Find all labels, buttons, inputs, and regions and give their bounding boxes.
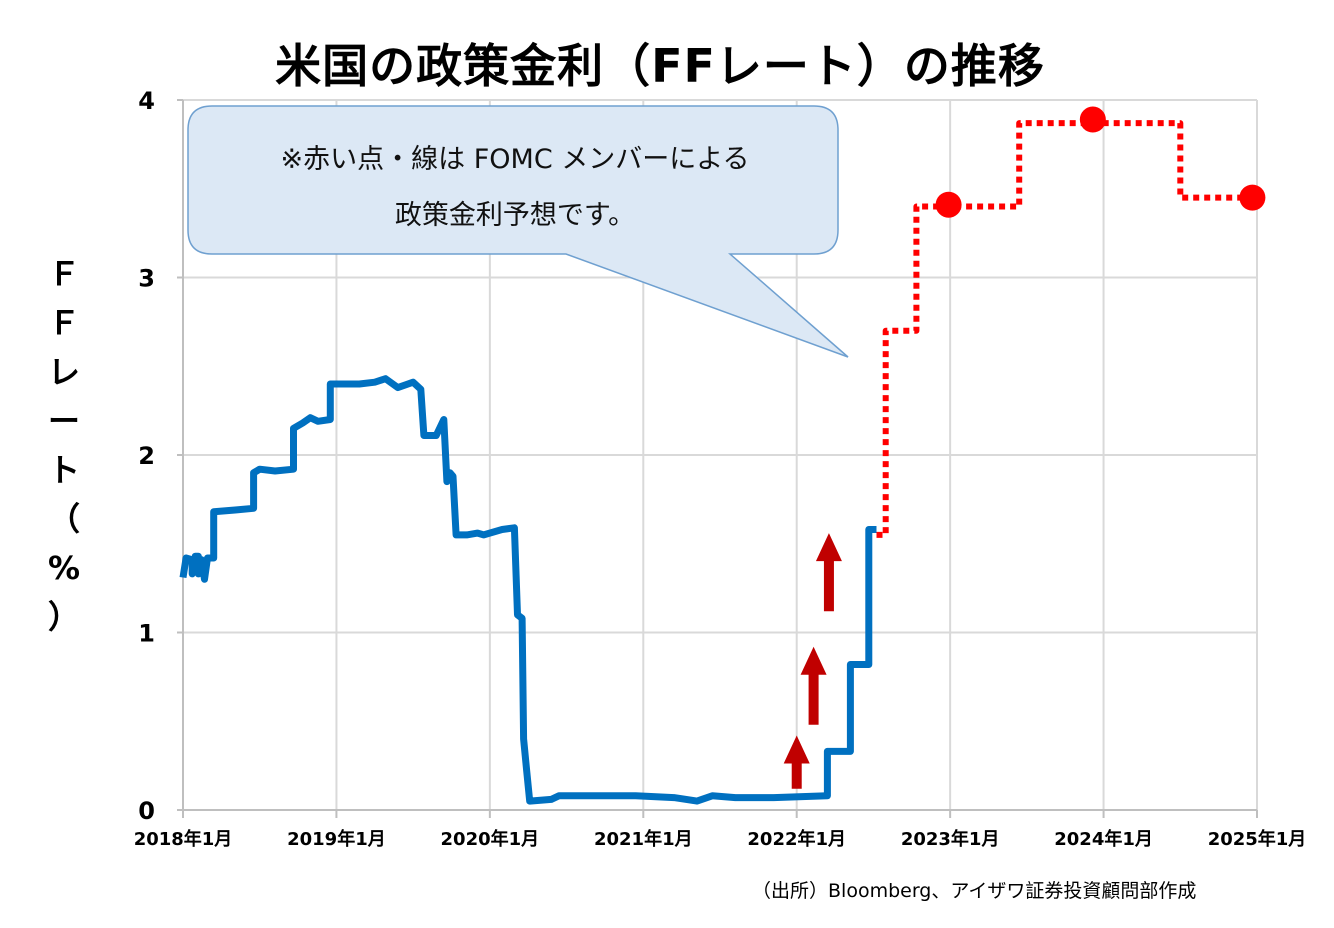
up-arrow [800, 646, 827, 725]
y-axis-label-char: ト [47, 451, 80, 489]
up-arrow [783, 735, 810, 789]
y-axis-label-char: % [47, 549, 81, 587]
x-tick-label: 2019年1月 [287, 828, 386, 850]
forecast-marker [935, 191, 962, 218]
callout-line-2: 政策金利予想です。 [394, 200, 636, 231]
y-tick-label: 1 [138, 620, 155, 648]
source-note: （出所）Bloomberg、アイザワ証券投資顧問部作成 [752, 880, 1197, 902]
up-arrow [815, 533, 842, 612]
y-tick-label: 2 [138, 442, 155, 470]
y-tick-label: 3 [138, 265, 155, 293]
y-axis-label-char: レ [47, 353, 80, 391]
chart-title: 米国の政策金利（FFレート）の推移 [275, 39, 1045, 93]
tick-labels: 0 1 2 3 4 2018年1月 2019年1月 2020年1月 2021年1月 2022年1月… [134, 87, 1307, 850]
x-tick-label: 2018年1月 [134, 828, 233, 850]
forecast-marker [1239, 184, 1266, 211]
y-axis-label-char: ） [47, 598, 80, 636]
x-tick-label: 2020年1月 [441, 828, 540, 850]
x-tick-label: 2022年1月 [747, 828, 846, 850]
y-tick-label: 4 [138, 87, 155, 115]
callout-bubble [187, 105, 849, 358]
x-tick-label: 2021年1月 [594, 828, 693, 850]
forecast-markers [935, 106, 1266, 218]
y-tick-label: 0 [138, 797, 155, 825]
callout-line-1: ※赤い点・線は FOMC メンバーによる [280, 144, 750, 175]
callout-shape [187, 105, 849, 358]
y-axis-label: Ｆ Ｆ レート（%） [40, 250, 88, 642]
series-lines [179, 120, 1257, 805]
forecast-marker [1079, 106, 1106, 133]
x-tick-label: 2024年1月 [1054, 828, 1153, 850]
y-axis-label-char: Ｆ [47, 304, 80, 342]
y-axis-label-char: （ [47, 500, 80, 538]
rate-hike-arrows [783, 533, 842, 789]
forecast-line [876, 120, 1257, 538]
y-axis-label-char: ー [47, 402, 80, 440]
y-axis-label-char: Ｆ [47, 255, 80, 293]
x-tick-label: 2025年1月 [1208, 828, 1307, 850]
callout-text: ※赤い点・線は FOMC メンバーによる 政策金利予想です。 [200, 132, 830, 244]
axes [177, 99, 1258, 818]
x-tick-label: 2023年1月 [901, 828, 1000, 850]
actual-rate-line [179, 375, 877, 805]
